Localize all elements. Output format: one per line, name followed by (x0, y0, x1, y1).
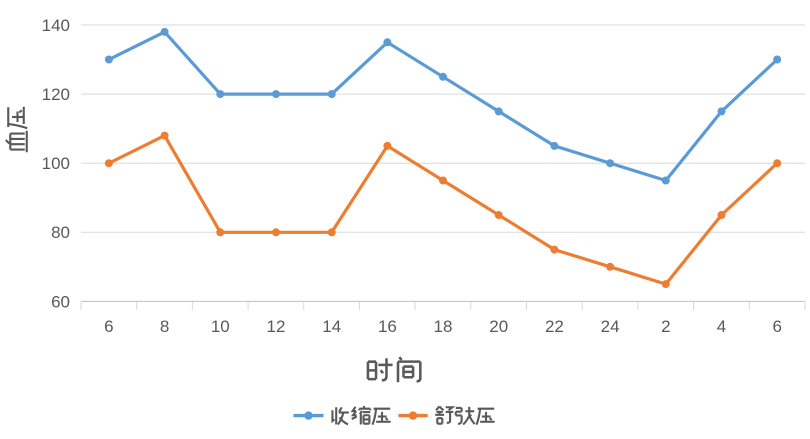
svg-text:22: 22 (545, 317, 564, 336)
svg-text:16: 16 (378, 317, 397, 336)
svg-text:4: 4 (717, 317, 726, 336)
svg-text:60: 60 (51, 292, 70, 311)
svg-text:14: 14 (322, 317, 341, 336)
svg-text:6: 6 (772, 317, 781, 336)
svg-text:6: 6 (104, 317, 113, 336)
svg-text:18: 18 (434, 317, 453, 336)
svg-text:24: 24 (601, 317, 620, 336)
svg-text:2: 2 (661, 317, 670, 336)
svg-text:120: 120 (42, 85, 70, 104)
svg-text:100: 100 (42, 154, 70, 173)
svg-text:20: 20 (489, 317, 508, 336)
svg-text:80: 80 (51, 223, 70, 242)
svg-text:10: 10 (211, 317, 230, 336)
svg-text:12: 12 (267, 317, 286, 336)
svg-text:140: 140 (42, 16, 70, 35)
svg-text:8: 8 (160, 317, 169, 336)
